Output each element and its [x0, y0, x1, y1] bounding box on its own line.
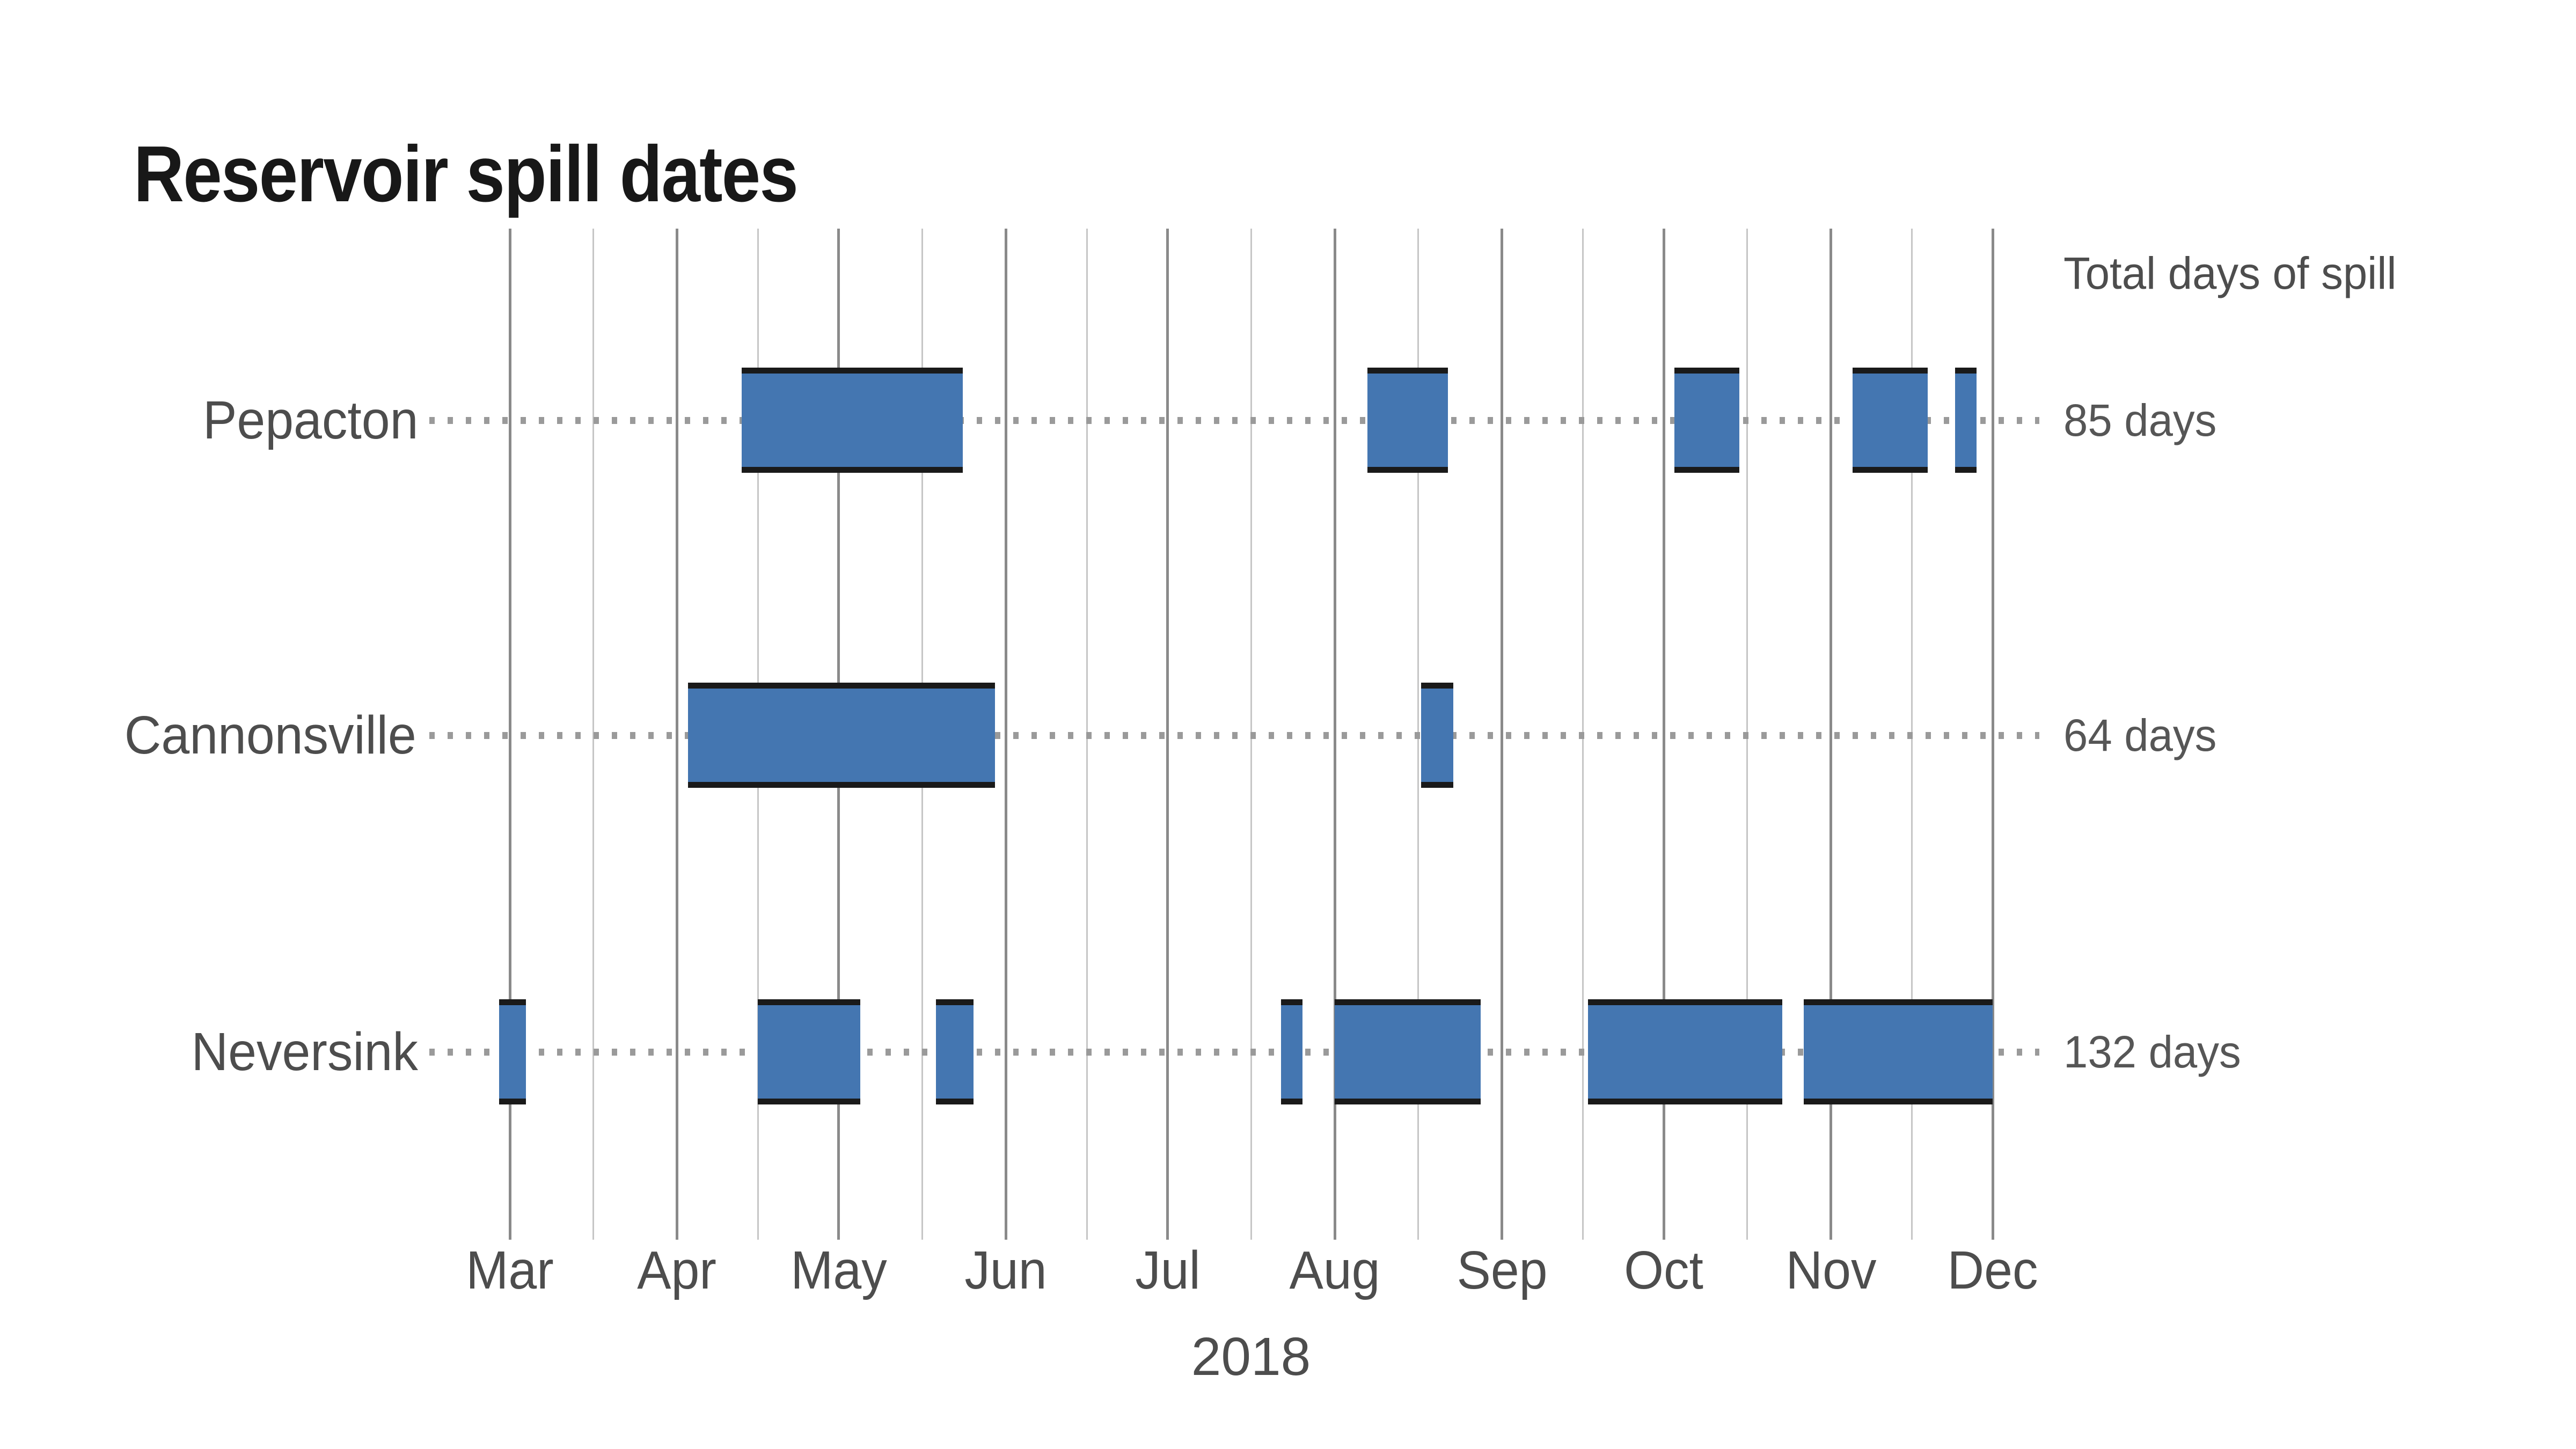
spill-bar-neversink-3 [935, 999, 974, 1104]
spill-bar-pepacton-5 [1955, 368, 1977, 473]
x-tick-oct: Oct [1624, 1240, 1704, 1300]
spill-bar-neversink-7 [1804, 999, 1993, 1104]
spill-bar-neversink-1 [499, 999, 526, 1104]
chart-title: Reservoir spill dates [134, 130, 799, 219]
total-days-value-pepacton: 85 days [2063, 395, 2217, 445]
spill-bar-pepacton-1 [742, 368, 963, 473]
row-label-cannonsville: Cannonsville [124, 705, 416, 765]
row-label-neversink: Neversink [191, 1022, 418, 1082]
x-tick-jul: Jul [1135, 1240, 1201, 1300]
leader-dots-neversink [429, 1049, 2039, 1056]
spill-bar-cannonsville-2 [1421, 683, 1454, 788]
x-tick-jun: Jun [964, 1240, 1047, 1300]
x-tick-sep: Sep [1457, 1240, 1548, 1300]
x-tick-nov: Nov [1785, 1240, 1877, 1300]
x-tick-mar: Mar [466, 1240, 554, 1300]
leader-dots-cannonsville [429, 732, 2039, 739]
total-days-value-neversink: 132 days [2063, 1027, 2241, 1077]
spill-bar-cannonsville-1 [687, 683, 996, 788]
spill-bar-pepacton-3 [1674, 368, 1739, 473]
spill-bar-pepacton-4 [1852, 368, 1928, 473]
total-days-value-cannonsville: 64 days [2063, 710, 2217, 760]
total-days-header: Total days of spill [2063, 248, 2397, 298]
leader-dots-pepacton [429, 417, 2039, 424]
x-axis-year-label: 2018 [1191, 1327, 1311, 1387]
x-tick-dec: Dec [1947, 1240, 2038, 1300]
spill-bar-pepacton-2 [1367, 368, 1448, 473]
x-tick-may: May [791, 1240, 887, 1300]
spill-bar-neversink-5 [1335, 999, 1481, 1104]
row-label-pepacton: Pepacton [203, 390, 419, 450]
spill-bar-neversink-2 [758, 999, 861, 1104]
spill-bar-neversink-4 [1280, 999, 1302, 1104]
x-tick-aug: Aug [1289, 1240, 1380, 1300]
x-tick-apr: Apr [637, 1240, 717, 1300]
spill-bar-neversink-6 [1588, 999, 1783, 1104]
